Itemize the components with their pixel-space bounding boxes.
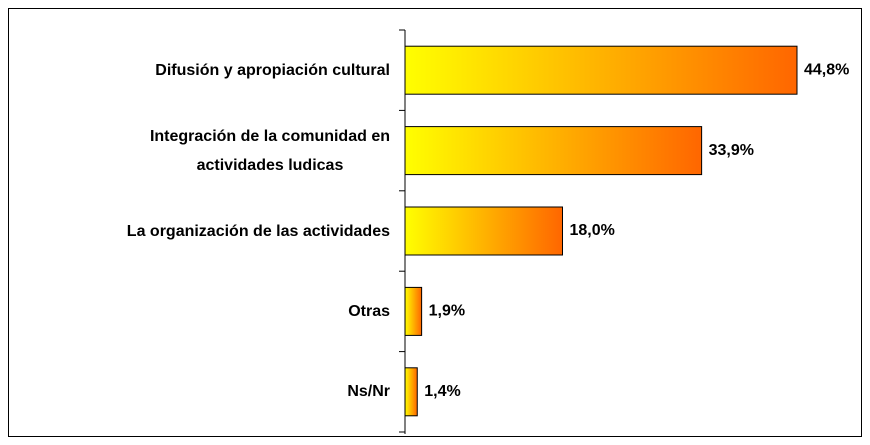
bar bbox=[404, 286, 423, 336]
value-label: 1,4% bbox=[424, 383, 460, 400]
category-text: La organización de las actividades bbox=[126, 222, 390, 240]
category-text: Ns/Nr bbox=[347, 383, 390, 401]
value-label: 1,9% bbox=[429, 303, 465, 320]
category-text: Integración de la comunidad en actividad… bbox=[149, 127, 390, 174]
category-label: Ns/Nr bbox=[0, 362, 390, 422]
category-text: Difusión y apropiación cultural bbox=[155, 61, 390, 79]
value-label: 18,0% bbox=[570, 222, 615, 239]
bar bbox=[404, 45, 798, 95]
bar bbox=[404, 126, 703, 176]
value-label: 44,8% bbox=[804, 61, 849, 78]
bar bbox=[404, 206, 563, 256]
category-label: Otras bbox=[0, 281, 390, 341]
category-label: Difusión y apropiación cultural bbox=[0, 40, 390, 100]
value-label: 33,9% bbox=[709, 142, 754, 159]
bar bbox=[404, 367, 418, 417]
category-label: Integración de la comunidad en actividad… bbox=[0, 121, 390, 181]
category-text: Otras bbox=[348, 302, 390, 320]
category-label: La organización de las actividades bbox=[0, 201, 390, 261]
frame bbox=[8, 8, 862, 437]
